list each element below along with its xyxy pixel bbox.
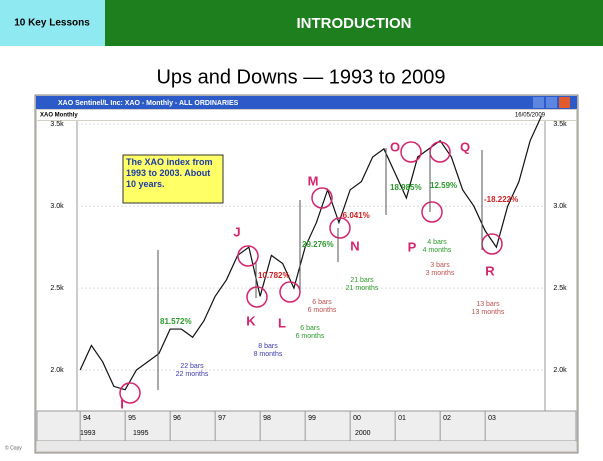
move-label: -18.222% bbox=[484, 195, 518, 204]
point-label: Q bbox=[460, 139, 470, 154]
x-tick-label: 02 bbox=[443, 415, 451, 422]
badge: 10 Key Lessons bbox=[14, 18, 90, 29]
x-tick-label: 99 bbox=[308, 415, 316, 422]
y-tick-label: 2.0k bbox=[50, 367, 64, 374]
point-label: O bbox=[390, 139, 400, 154]
point-label: L bbox=[278, 315, 286, 330]
move-label: 81.572% bbox=[160, 317, 192, 326]
footer: © Copy bbox=[5, 444, 22, 451]
ring bbox=[279, 281, 301, 303]
title-bar bbox=[36, 96, 577, 109]
point-label: M bbox=[308, 173, 319, 188]
ring bbox=[329, 217, 351, 239]
x-tick-label: 03 bbox=[488, 415, 496, 422]
section-bg bbox=[105, 0, 603, 46]
x-tick-label: 95 bbox=[128, 415, 136, 422]
ring bbox=[400, 141, 422, 163]
move-label: 12.59% bbox=[430, 181, 457, 190]
y-tick-label-right: 2.5k bbox=[553, 285, 567, 292]
ring bbox=[421, 201, 443, 223]
ring bbox=[237, 245, 259, 267]
window-title: XAO Sentinel/L Inc: XAO - Monthly - ALL … bbox=[58, 100, 239, 107]
btn-max[interactable] bbox=[546, 97, 557, 108]
duration-label: 3 bars 3 months bbox=[426, 262, 455, 277]
ring bbox=[311, 187, 333, 209]
plot-bg bbox=[37, 121, 576, 411]
point-label: R bbox=[485, 263, 495, 278]
point-label: K bbox=[246, 313, 256, 328]
y-tick-label: 3.5k bbox=[50, 121, 64, 128]
ring bbox=[246, 286, 268, 308]
duration-label: 6 bars 6 months bbox=[308, 299, 337, 314]
duration-label: 22 bars 22 months bbox=[176, 363, 209, 378]
x-tick-label: 00 bbox=[353, 415, 361, 422]
note: The XAO index from 1993 to 2003. About 1… bbox=[126, 157, 213, 189]
point-label: J bbox=[233, 224, 240, 239]
duration-label: 8 bars 8 months bbox=[254, 343, 283, 358]
year-label: 1993 bbox=[80, 430, 96, 437]
info-bar bbox=[37, 110, 576, 120]
x-tick-label: 01 bbox=[398, 415, 406, 422]
duration-label: 6 bars 6 months bbox=[296, 325, 325, 340]
scrollbar[interactable] bbox=[37, 441, 576, 451]
badge-bg bbox=[0, 0, 105, 46]
year-label: 1995 bbox=[133, 430, 149, 437]
ring bbox=[119, 382, 141, 404]
duration-label: 21 bars 21 months bbox=[346, 277, 379, 292]
duration-label: 13 bars 13 months bbox=[472, 301, 505, 316]
date-axis bbox=[36, 410, 577, 442]
y-tick-label-right: 3.5k bbox=[553, 121, 567, 128]
move-label: 29.276% bbox=[302, 240, 334, 249]
duration-label: 4 bars 4 months bbox=[423, 239, 452, 254]
year-label: 2000 bbox=[355, 430, 371, 437]
y-tick-label-right: 2.0k bbox=[553, 367, 567, 374]
x-tick-label: 94 bbox=[83, 415, 91, 422]
x-tick-label: 96 bbox=[173, 415, 181, 422]
x-tick-label: 98 bbox=[263, 415, 271, 422]
point-label: I bbox=[120, 396, 124, 411]
btn-close[interactable] bbox=[559, 97, 570, 108]
chart-title: Ups and Downs — 1993 to 2009 bbox=[156, 66, 445, 88]
y-tick-label-right: 3.0k bbox=[553, 203, 567, 210]
y-tick-label: 2.5k bbox=[50, 285, 64, 292]
note-box bbox=[122, 154, 224, 204]
point-label: P bbox=[408, 239, 417, 254]
x-tick-label: 97 bbox=[218, 415, 226, 422]
note-fo: The XAO index from 1993 to 2003. About 1… bbox=[126, 157, 213, 189]
price-line bbox=[79, 115, 542, 391]
date: 16/05/2009 bbox=[515, 113, 546, 119]
btn-min[interactable] bbox=[533, 97, 544, 108]
move-label: -6.041% bbox=[340, 211, 370, 220]
y-tick-label: 3.0k bbox=[50, 203, 64, 210]
move-label: 18.985% bbox=[390, 183, 422, 192]
section: INTRODUCTION bbox=[297, 15, 412, 32]
point-label: N bbox=[350, 238, 359, 253]
move-label: 10.782% bbox=[258, 271, 290, 280]
info-line: XAO Monthly bbox=[40, 113, 78, 119]
